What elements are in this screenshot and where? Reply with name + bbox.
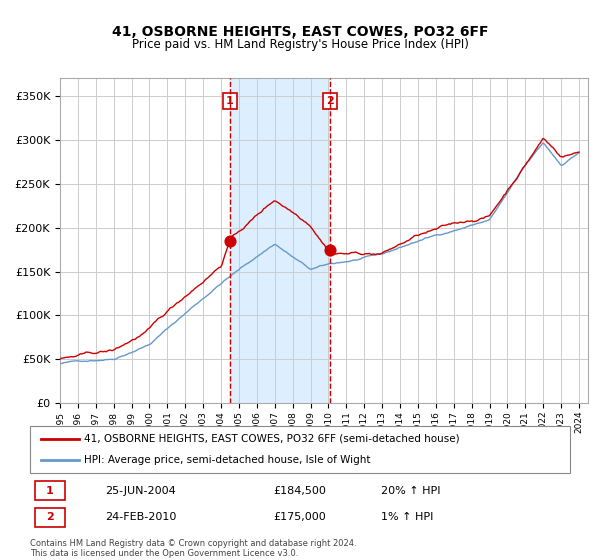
Text: 2: 2 xyxy=(326,96,334,106)
Text: £184,500: £184,500 xyxy=(273,486,326,496)
Text: 2: 2 xyxy=(46,512,54,522)
Text: 25-JUN-2004: 25-JUN-2004 xyxy=(106,486,176,496)
Text: Price paid vs. HM Land Registry's House Price Index (HPI): Price paid vs. HM Land Registry's House … xyxy=(131,38,469,51)
Text: 41, OSBORNE HEIGHTS, EAST COWES, PO32 6FF: 41, OSBORNE HEIGHTS, EAST COWES, PO32 6F… xyxy=(112,25,488,39)
Text: 1: 1 xyxy=(226,96,234,106)
Text: 1: 1 xyxy=(46,486,54,496)
FancyBboxPatch shape xyxy=(35,481,65,501)
Text: Contains HM Land Registry data © Crown copyright and database right 2024.
This d: Contains HM Land Registry data © Crown c… xyxy=(30,539,356,558)
Text: 41, OSBORNE HEIGHTS, EAST COWES, PO32 6FF (semi-detached house): 41, OSBORNE HEIGHTS, EAST COWES, PO32 6F… xyxy=(84,434,460,444)
Text: 20% ↑ HPI: 20% ↑ HPI xyxy=(381,486,440,496)
FancyBboxPatch shape xyxy=(30,426,570,473)
Bar xyxy=(230,78,330,403)
Point xyxy=(225,237,235,246)
Text: 1% ↑ HPI: 1% ↑ HPI xyxy=(381,512,433,522)
Text: £175,000: £175,000 xyxy=(273,512,326,522)
Text: HPI: Average price, semi-detached house, Isle of Wight: HPI: Average price, semi-detached house,… xyxy=(84,455,371,465)
Text: 24-FEB-2010: 24-FEB-2010 xyxy=(106,512,177,522)
FancyBboxPatch shape xyxy=(35,508,65,527)
Point xyxy=(325,245,335,254)
